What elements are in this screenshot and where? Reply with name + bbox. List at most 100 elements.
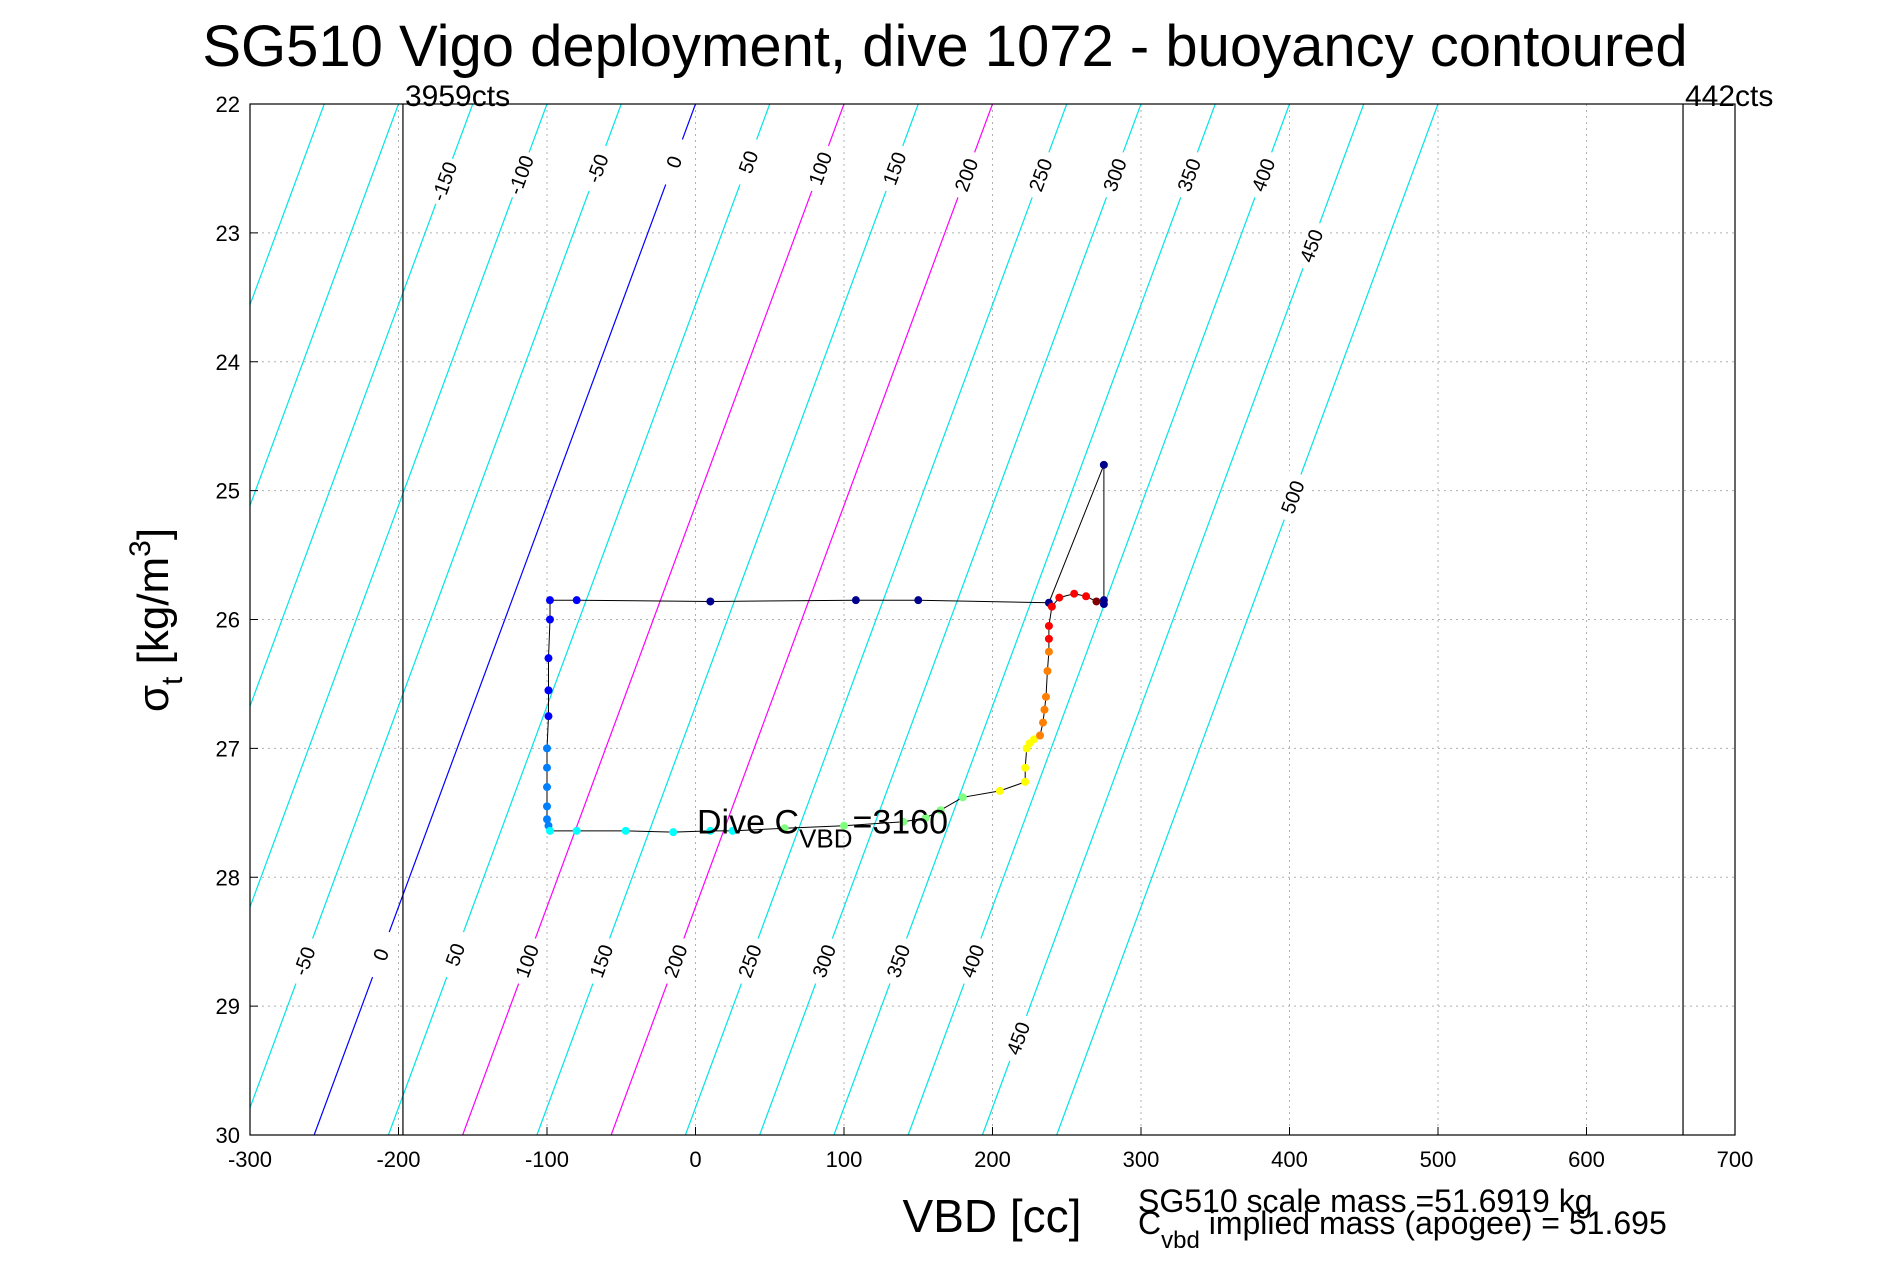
contour-label-bg [946, 148, 986, 202]
x-tick-label: 0 [689, 1147, 701, 1172]
contour-label-bg [435, 927, 475, 982]
y-axis-label-symbol: σ [129, 685, 178, 712]
profile-point [543, 815, 551, 824]
profile-point [1041, 692, 1050, 701]
x-tick-label: -300 [228, 1147, 272, 1172]
profile-point [545, 615, 554, 624]
x-axis-label: VBD [cc] [903, 1190, 1082, 1242]
profile-point [780, 824, 789, 833]
profile-point [1021, 777, 1030, 786]
y-tick-label: 29 [216, 994, 240, 1019]
contour-label-bg [654, 135, 694, 189]
y-axis-label-superscript: 3 [124, 540, 157, 557]
profile-point [545, 596, 554, 605]
dive-cvbd-annotation: Dive CVBD=3160 [697, 803, 948, 853]
contour-label-bg [507, 934, 547, 988]
profile-point [544, 712, 553, 721]
y-tick-label: 28 [216, 865, 240, 890]
chart-title: SG510 Vigo deployment, dive 1072 - buoya… [202, 14, 1687, 79]
contour-label-bg [1291, 219, 1331, 273]
x-tick-label: -200 [376, 1147, 420, 1172]
implied-mass-subscript: vbd [1161, 1227, 1200, 1254]
contour-label-bg [800, 141, 840, 196]
profile-point [840, 821, 848, 830]
contour-line-neg100 [250, 104, 548, 909]
contour-label-bg [501, 148, 541, 202]
profile-point [1055, 593, 1064, 602]
profile-point [572, 596, 581, 605]
profile-point [1092, 597, 1101, 606]
profile-point [851, 596, 860, 605]
contour-label-bg [581, 934, 621, 988]
contour-line-450 [981, 104, 1365, 1135]
profile-point [1021, 763, 1030, 772]
contour-line-neg250 [250, 104, 325, 307]
contour-line-500 [1056, 104, 1439, 1135]
contour-label-bg [730, 934, 770, 988]
y-axis-label: σt [kg/m3] [124, 528, 189, 712]
contour-line-neg150 [250, 104, 474, 708]
grid-lines [250, 104, 1735, 1135]
profile-point [669, 828, 678, 837]
y-tick-label: 27 [216, 736, 240, 761]
profile-point [621, 826, 630, 835]
profile-point [543, 802, 551, 811]
profile-point [1038, 718, 1047, 727]
profile-point [899, 817, 908, 826]
x-tick-label: 300 [1123, 1147, 1160, 1172]
x-tick-label: 700 [1717, 1147, 1754, 1172]
x-tick-label: 600 [1568, 1147, 1605, 1172]
profile-point [936, 806, 945, 815]
y-axis-label-units: [kg/m [129, 557, 178, 677]
dive-cvbd-subscript: VBD [799, 823, 852, 853]
dive-cvbd-value: =3160 [852, 803, 948, 841]
contour-label-bg [424, 154, 464, 208]
profile-point [706, 826, 715, 835]
contour-label-bg [1273, 470, 1313, 524]
right-limit-label: 442cts [1685, 80, 1773, 113]
contour-label-bg [728, 135, 768, 189]
profile-point [1099, 460, 1108, 469]
x-tick-label: 400 [1271, 1147, 1308, 1172]
profile-point [706, 597, 715, 606]
contour-label-bg [952, 934, 993, 988]
implied-mass-note: Cvbd implied mass (apogee) = 51.695 [1138, 1205, 1667, 1254]
contour-label-bg [1095, 148, 1135, 202]
y-axis-ticks: 22 23 24 25 26 27 28 29 30 [216, 92, 258, 1148]
y-tick-label: 22 [216, 92, 240, 117]
profile-point [1030, 735, 1039, 744]
x-tick-label: 200 [974, 1147, 1011, 1172]
contour-label-bg [361, 927, 401, 982]
y-axis-label-close: ] [129, 528, 178, 540]
dive-cvbd-prefix: Dive C [697, 803, 799, 841]
contour-label-bg [1243, 148, 1283, 202]
y-axis-label-subscript: t [156, 676, 189, 685]
profile-point [543, 744, 551, 753]
x-tick-label: -100 [525, 1147, 569, 1172]
profile-point [914, 596, 923, 605]
profile-point [544, 686, 553, 695]
y-tick-label: 25 [216, 479, 240, 504]
profile-point [1044, 634, 1053, 643]
contour-label-bg [284, 934, 324, 988]
profile-point [1040, 705, 1049, 714]
x-axis-ticks: -300 -200 -100 0 100 200 300 400 500 600 700 [228, 1127, 1753, 1172]
y-tick-label: 23 [216, 221, 240, 246]
contour-label-bg [804, 934, 844, 988]
profile-point [544, 654, 553, 663]
x-tick-label: 500 [1420, 1147, 1457, 1172]
contour-line-neg200 [250, 104, 400, 508]
y-tick-label: 24 [216, 350, 240, 375]
contour-label-bg [998, 1011, 1038, 1066]
scale-mass-note: SG510 scale mass =51.6919 kg [1138, 1183, 1593, 1219]
dive-profile [543, 460, 1108, 837]
implied-mass-prefix: C [1138, 1205, 1161, 1241]
profile-point [995, 786, 1004, 795]
profile-point [543, 783, 551, 792]
profile-point [1082, 592, 1091, 601]
profile-point [1043, 667, 1052, 676]
profile-point [1036, 731, 1045, 740]
contour-label-bg [1169, 148, 1209, 202]
profile-point [921, 813, 930, 822]
